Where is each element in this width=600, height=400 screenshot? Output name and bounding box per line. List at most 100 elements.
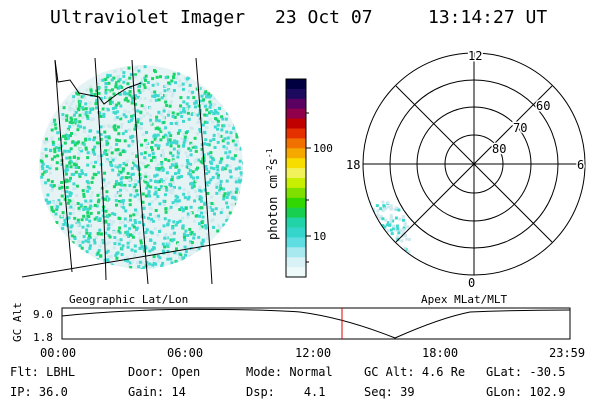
emission-pixel xyxy=(171,188,175,192)
emission-pixel xyxy=(89,118,93,122)
emission-pixel xyxy=(208,95,212,99)
emission-pixel xyxy=(85,88,89,92)
emission-pixel xyxy=(114,106,118,110)
emission-pixel xyxy=(210,161,213,165)
emission-pixel xyxy=(92,138,96,142)
emission-pixel xyxy=(149,178,153,182)
emission-pixel xyxy=(96,193,100,197)
emission-pixel xyxy=(396,227,400,231)
emission-pixel xyxy=(170,122,173,125)
emission-pixel xyxy=(137,89,141,93)
emission-pixel xyxy=(79,100,83,104)
emission-pixel xyxy=(365,257,369,261)
emission-pixel xyxy=(145,228,149,232)
emission-pixel xyxy=(45,165,49,169)
colorbar-band xyxy=(286,257,306,268)
emission-pixel xyxy=(228,170,232,174)
emission-pixel xyxy=(186,111,190,115)
emission-pixel xyxy=(394,216,398,220)
emission-pixel xyxy=(200,206,204,210)
emission-pixel xyxy=(390,259,394,263)
emission-pixel xyxy=(372,214,375,218)
emission-pixel xyxy=(77,89,81,93)
emission-pixel xyxy=(133,194,137,198)
emission-pixel xyxy=(365,224,369,228)
emission-pixel xyxy=(167,140,171,144)
emission-pixel xyxy=(173,185,176,189)
emission-pixel xyxy=(91,176,95,180)
emission-pixel xyxy=(39,159,43,163)
emission-pixel xyxy=(86,163,90,167)
emission-pixel xyxy=(190,181,194,185)
emission-pixel xyxy=(383,240,387,244)
emission-pixel xyxy=(103,213,106,217)
emission-pixel xyxy=(371,220,375,224)
emission-pixel xyxy=(97,211,101,215)
colorbar-tick-100: 100 xyxy=(313,142,333,155)
emission-pixel xyxy=(217,181,220,185)
emission-pixel xyxy=(228,211,232,215)
emission-pixel xyxy=(154,98,158,102)
emission-pixel xyxy=(386,241,390,245)
emission-pixel xyxy=(187,147,191,151)
emission-pixel xyxy=(192,181,196,185)
emission-pixel xyxy=(190,231,194,234)
emission-pixel xyxy=(161,168,165,172)
filter-value: LBHL xyxy=(46,365,76,379)
emission-pixel xyxy=(396,263,400,267)
emission-pixel xyxy=(155,75,159,79)
emission-pixel xyxy=(374,256,378,260)
emission-pixel xyxy=(107,197,111,201)
emission-pixel xyxy=(372,207,375,211)
emission-pixel xyxy=(68,156,72,160)
emission-pixel xyxy=(115,256,119,260)
emission-pixel xyxy=(169,144,173,148)
emission-pixel xyxy=(154,83,158,87)
emission-pixel xyxy=(96,154,100,158)
emission-pixel xyxy=(90,180,94,184)
emission-pixel xyxy=(70,234,74,238)
emission-pixel xyxy=(69,102,73,106)
emission-pixel xyxy=(235,135,239,139)
emission-pixel xyxy=(83,130,86,134)
emission-pixel xyxy=(106,227,110,231)
emission-pixel xyxy=(102,124,106,128)
emission-pixel xyxy=(216,123,220,127)
emission-pixel xyxy=(171,115,175,118)
emission-pixel xyxy=(55,205,59,209)
emission-pixel xyxy=(204,138,208,142)
emission-pixel xyxy=(188,227,192,231)
emission-pixel xyxy=(74,219,78,223)
emission-pixel xyxy=(132,225,136,229)
emission-pixel xyxy=(68,161,72,165)
emission-pixel xyxy=(145,131,148,134)
emission-pixel xyxy=(399,263,403,267)
emission-pixel xyxy=(196,113,200,117)
emission-pixel xyxy=(108,102,112,105)
emission-pixel xyxy=(201,161,205,165)
emission-pixel xyxy=(129,233,132,237)
emission-pixel xyxy=(203,113,207,117)
emission-pixel xyxy=(64,137,68,141)
emission-pixel xyxy=(69,147,73,151)
emission-pixel xyxy=(399,264,403,268)
emission-pixel xyxy=(369,265,373,269)
emission-pixel xyxy=(167,159,171,163)
mlat-label-60: 60 xyxy=(536,99,550,113)
emission-pixel xyxy=(107,150,111,154)
emission-pixel xyxy=(118,163,122,167)
emission-pixel xyxy=(117,101,121,105)
emission-pixel xyxy=(131,140,135,143)
emission-pixel xyxy=(363,241,366,244)
emission-pixel xyxy=(89,199,93,203)
altitude-curve xyxy=(61,308,571,339)
emission-pixel xyxy=(226,205,230,209)
emission-pixel xyxy=(150,91,154,95)
emission-pixel xyxy=(72,123,75,127)
emission-pixel xyxy=(163,236,167,240)
emission-pixel xyxy=(63,149,67,153)
emission-pixel xyxy=(194,190,198,194)
emission-pixel xyxy=(220,115,224,119)
emission-pixel xyxy=(151,83,155,87)
emission-pixel xyxy=(159,178,163,182)
